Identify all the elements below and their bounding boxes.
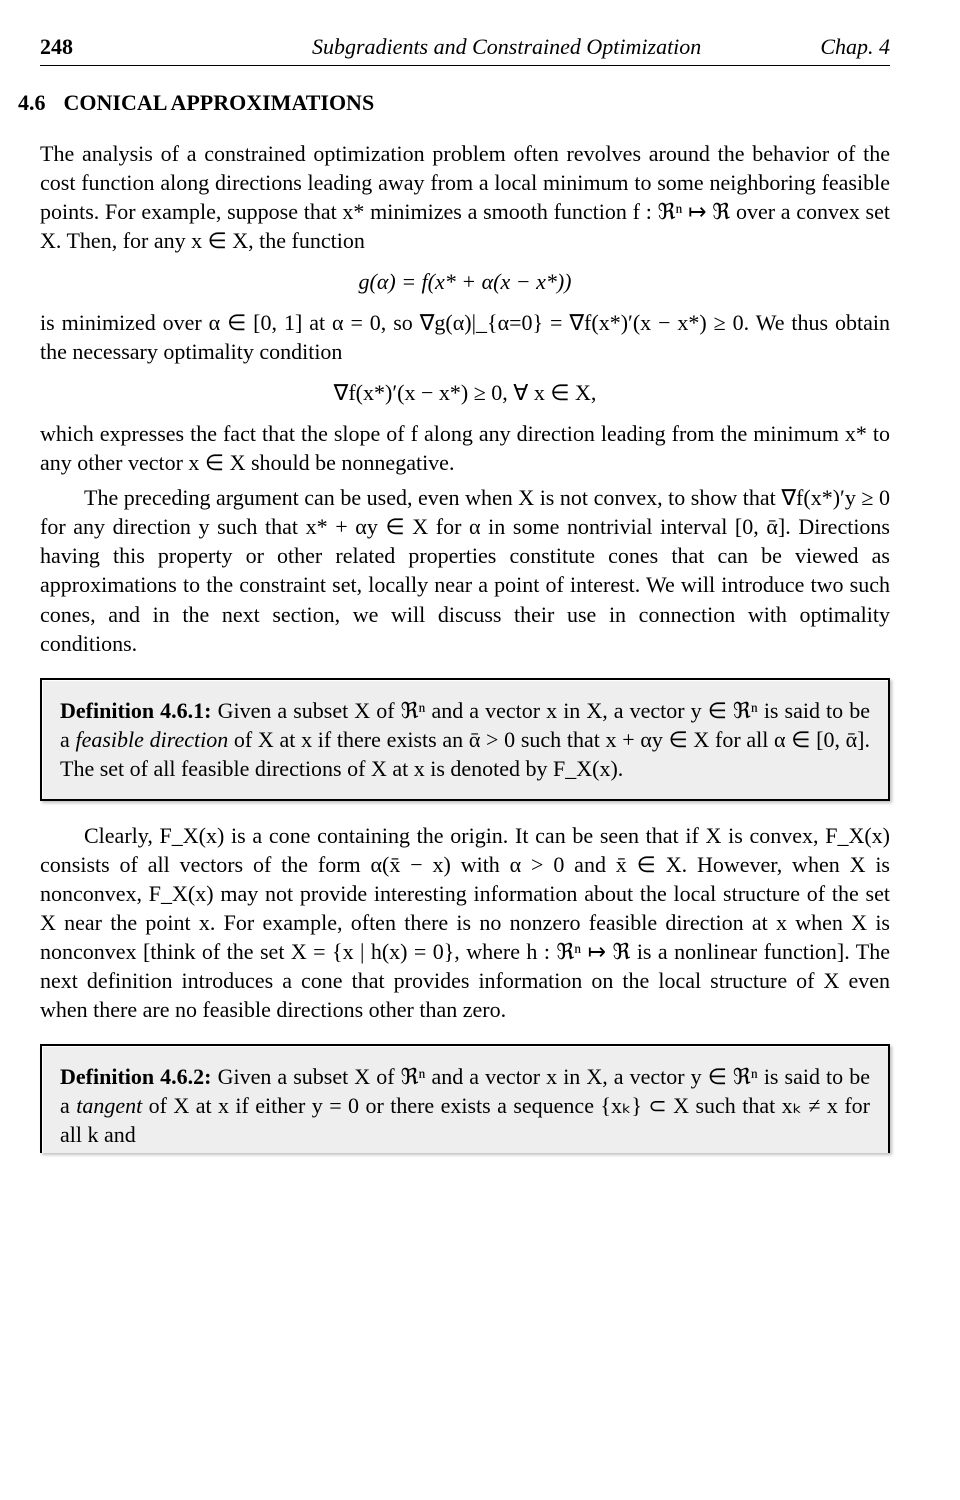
paragraph-3: which expresses the fact that the slope … — [40, 419, 890, 477]
section-number: 4.6 — [18, 88, 46, 117]
page-number: 248 — [40, 32, 73, 61]
definition-4-6-1: Definition 4.6.1: Given a subset X of ℜⁿ… — [40, 678, 890, 801]
definition-body-b: of X at x if either y = 0 or there exist… — [60, 1093, 870, 1147]
definition-label: Definition 4.6.1: — [60, 698, 212, 723]
definition-label: Definition 4.6.2: — [60, 1064, 212, 1089]
definition-term: feasible direction — [75, 727, 228, 752]
definition-term: tangent — [76, 1093, 142, 1118]
page: 248 Subgradients and Constrained Optimiz… — [0, 0, 960, 1500]
equation-2: ∇f(x*)′(x − x*) ≥ 0, ∀ x ∈ X, — [40, 378, 890, 407]
running-head: 248 Subgradients and Constrained Optimiz… — [40, 32, 890, 66]
running-title: Subgradients and Constrained Optimizatio… — [193, 32, 820, 61]
section-heading: 4.6 CONICAL APPROXIMATIONS — [40, 88, 890, 117]
paragraph-5: Clearly, F_X(x) is a cone containing the… — [40, 821, 890, 1024]
definition-4-6-2: Definition 4.6.2: Given a subset X of ℜⁿ… — [40, 1044, 890, 1153]
paragraph-4: The preceding argument can be used, even… — [40, 483, 890, 657]
chapter-label: Chap. 4 — [820, 32, 890, 61]
paragraph-1: The analysis of a constrained optimizati… — [40, 139, 890, 255]
paragraph-2: is minimized over α ∈ [0, 1] at α = 0, s… — [40, 308, 890, 366]
equation-1: g(α) = f(x* + α(x − x*)) — [40, 267, 890, 296]
section-title-text: CONICAL APPROXIMATIONS — [64, 88, 375, 117]
